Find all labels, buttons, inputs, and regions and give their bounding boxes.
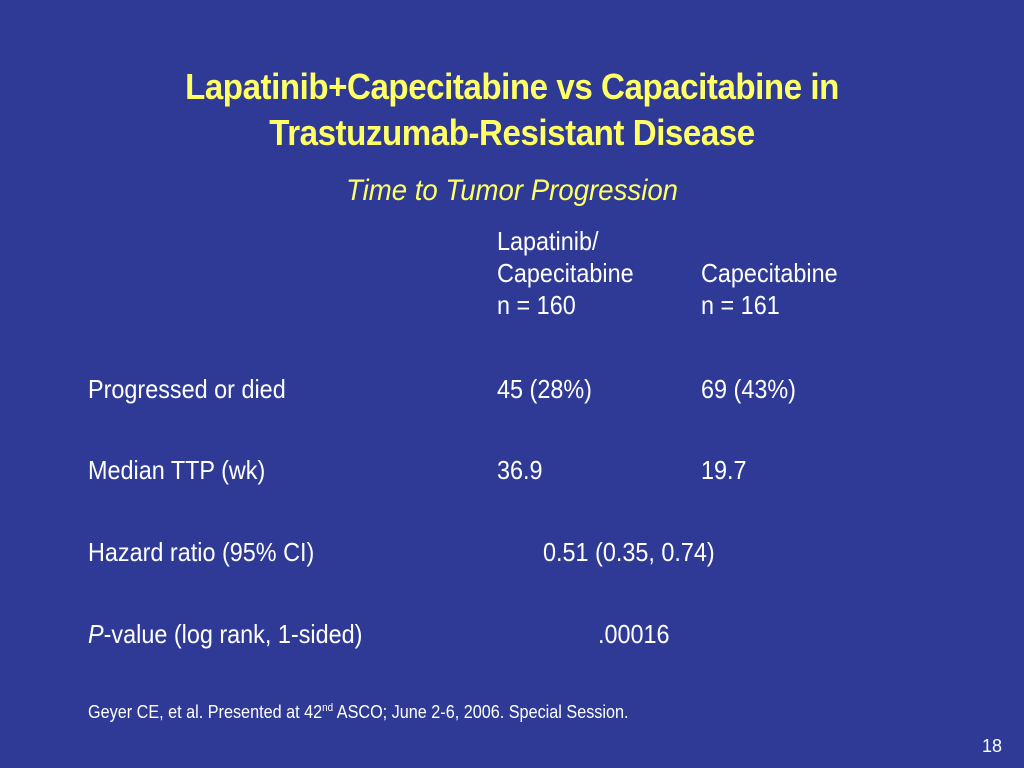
col1-header-line-3: n = 160 <box>497 290 576 320</box>
p-italic: P <box>88 619 104 649</box>
cell-progressed-col1: 45 (28%) <box>497 374 592 404</box>
p-value-label-rest: -value (log rank, 1-sided) <box>103 619 363 649</box>
title-line-1: Lapatinib+Capecitabine vs Capacitabine i… <box>185 66 839 107</box>
slide-title: Lapatinib+Capecitabine vs Capacitabine i… <box>41 64 983 156</box>
cell-p-value: .00016 <box>598 619 670 649</box>
row-label-hazard-ratio: Hazard ratio (95% CI) <box>88 537 315 567</box>
col2-header-line-2: n = 161 <box>701 290 780 320</box>
column-header-capecitabine: Capecitabine n = 161 <box>701 257 838 321</box>
footnote-post: ASCO; June 2-6, 2006. Special Session. <box>333 702 629 722</box>
row-label-median-ttp: Median TTP (wk) <box>88 455 266 485</box>
row-label-progressed: Progressed or died <box>88 374 286 404</box>
cell-median-ttp-col2: 19.7 <box>701 455 747 485</box>
cell-median-ttp-col1: 36.9 <box>497 455 543 485</box>
slide-subtitle: Time to Tumor Progression <box>345 174 679 207</box>
footnote-sup: nd <box>322 702 334 714</box>
column-header-lapatinib-capecitabine: Lapatinib/ Capecitabine n = 160 <box>497 225 634 321</box>
page-number: 18 <box>981 736 1002 756</box>
footnote-citation: Geyer CE, et al. Presented at 42nd ASCO;… <box>88 701 629 723</box>
cell-hazard-ratio: 0.51 (0.35, 0.74) <box>543 537 715 567</box>
col1-header-line-1: Lapatinib/ <box>497 226 599 256</box>
footnote-pre: Geyer CE, et al. Presented at 42 <box>88 702 323 722</box>
col2-header-line-1: Capecitabine <box>701 258 838 288</box>
col1-header-line-2: Capecitabine <box>497 258 634 288</box>
cell-progressed-col2: 69 (43%) <box>701 374 796 404</box>
row-label-p-value: P-value (log rank, 1-sided) <box>88 618 362 650</box>
title-line-2: Trastuzumab-Resistant Disease <box>269 112 755 153</box>
